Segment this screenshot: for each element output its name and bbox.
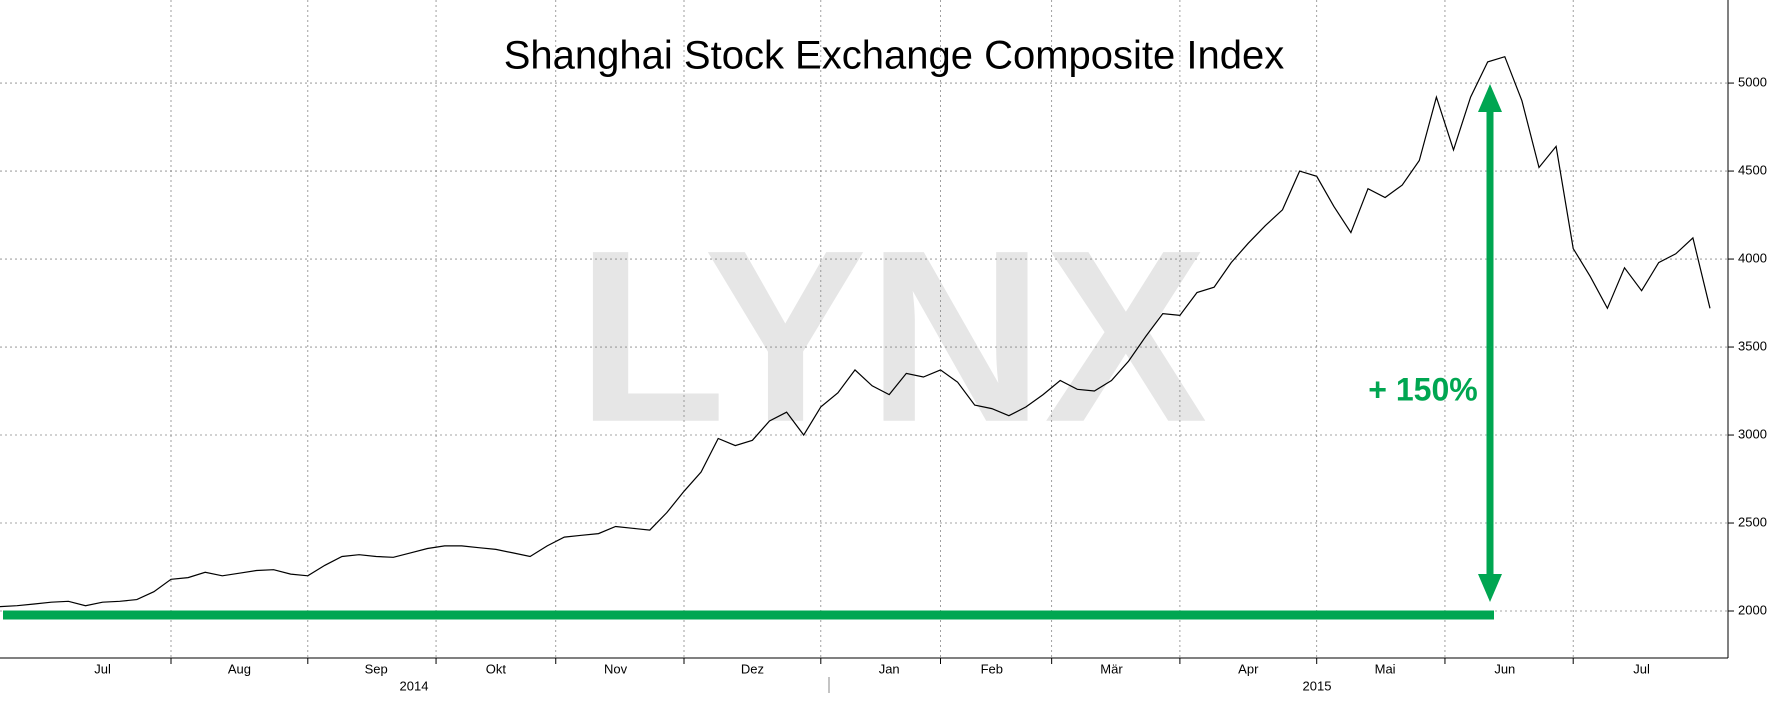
x-tick-label: Aug — [228, 661, 251, 676]
y-tick-label: 4000 — [1738, 250, 1767, 265]
y-tick-label: 3500 — [1738, 338, 1767, 353]
annotation: + 150% — [1368, 371, 1477, 407]
chart-title: Shanghai Stock Exchange Composite Index — [504, 34, 1285, 78]
x-tick-label: Jun — [1494, 661, 1515, 676]
y-tick-label: 2500 — [1738, 514, 1767, 529]
line-series — [0, 55, 1711, 608]
y-tick-label: 5000 — [1738, 75, 1767, 90]
x-tick-label: Okt — [486, 661, 507, 676]
arrow-head — [1478, 574, 1502, 602]
x-tick-label: Apr — [1238, 661, 1259, 676]
x-tick-label: Sep — [365, 661, 388, 676]
plot — [0, 55, 1711, 608]
x-tick-label: Feb — [981, 661, 1003, 676]
year-label: 2014 — [400, 678, 429, 693]
x-tick-label: Mai — [1375, 661, 1396, 676]
year-label: 2015 — [1303, 678, 1332, 693]
y-tick-label: 3000 — [1738, 426, 1767, 441]
y-tick-label: 4500 — [1738, 162, 1767, 177]
arrow-head — [1478, 84, 1502, 112]
x-tick-label: Mär — [1100, 661, 1123, 676]
y-tick-label: 2000 — [1738, 602, 1767, 617]
watermark: LYNX — [577, 199, 1208, 473]
x-tick-label: Nov — [604, 661, 628, 676]
x-tick-label: Jan — [879, 661, 900, 676]
x-tick-label: Dez — [741, 661, 764, 676]
x-tick-label: Jul — [94, 661, 111, 676]
x-tick-label: Jul — [1633, 661, 1650, 676]
